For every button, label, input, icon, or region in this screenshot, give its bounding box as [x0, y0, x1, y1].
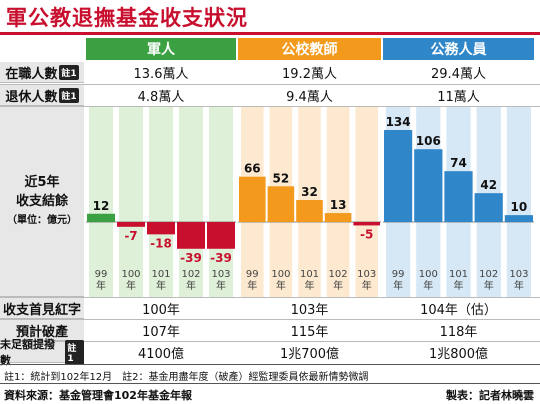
first-deficit-civil-servants: 104年（估） — [420, 303, 497, 318]
bar-slot-bg — [179, 107, 203, 297]
year-unit-label: 年 — [247, 279, 257, 292]
first-deficit-teachers: 103年 — [290, 303, 329, 318]
year-label: 100 — [121, 269, 140, 280]
year-label: 103 — [357, 269, 376, 280]
bar-slot-bg — [506, 107, 531, 297]
column-header-teachers: 公校教師 — [238, 38, 381, 60]
year-unit-label: 年 — [393, 279, 403, 292]
bankrupt-military: 107年 — [142, 325, 180, 340]
year-label: 99 — [95, 269, 108, 280]
bar-軍人-102年 — [177, 222, 205, 249]
row-label-bankrupt: 預計破產 — [0, 320, 84, 341]
year-label: 101 — [151, 269, 170, 280]
bar-公務人員-101年 — [444, 171, 473, 222]
year-unit-label: 年 — [333, 279, 343, 292]
data-label: -18 — [150, 236, 172, 250]
employed-military: 13.6萬人 — [133, 67, 189, 82]
year-unit-label: 年 — [276, 279, 286, 292]
year-unit-label: 年 — [186, 279, 196, 292]
bar-軍人-100年 — [117, 222, 145, 227]
year-label: 103 — [509, 269, 528, 280]
year-unit-label: 年 — [514, 279, 524, 292]
bar-公校教師-100年 — [267, 186, 295, 222]
unfunded-military: 4100億 — [137, 347, 185, 362]
bar-軍人-101年 — [147, 222, 175, 235]
year-label: 101 — [300, 269, 319, 280]
bar-軍人-103年 — [207, 222, 235, 249]
bar-slot-bg — [355, 107, 378, 297]
data-label: -39 — [180, 251, 202, 265]
year-label: 102 — [329, 269, 348, 280]
bar-slot-bg — [89, 107, 113, 297]
year-unit-label: 年 — [484, 279, 494, 292]
year-label: 102 — [181, 269, 200, 280]
bar-公校教師-99年 — [239, 176, 266, 222]
column-header-military: 軍人 — [86, 38, 236, 60]
row-label-employed: 在職人數 註1 — [0, 62, 84, 83]
employed-civil-servants: 29.4萬人 — [431, 67, 486, 82]
page-title: 軍公教退撫基金收支狀況 — [6, 5, 248, 30]
bar-軍人-99年 — [87, 213, 115, 222]
bankrupt-civil-servants: 118年 — [439, 325, 478, 340]
first-deficit-military: 100年 — [142, 303, 180, 318]
data-label: 42 — [480, 178, 497, 192]
data-label: -7 — [124, 229, 137, 243]
year-unit-label: 年 — [156, 279, 166, 292]
row-label-unfunded: 未足額提撥數 註1 — [0, 338, 84, 367]
bar-公校教師-103年 — [353, 222, 380, 226]
data-label: -5 — [360, 227, 373, 241]
year-unit-label: 年 — [423, 279, 433, 292]
year-label: 103 — [211, 269, 230, 280]
year-unit-label: 年 — [126, 279, 136, 292]
retired-teachers: 9.4萬人 — [286, 90, 333, 105]
year-unit-label: 年 — [96, 279, 106, 292]
year-label: 100 — [419, 269, 438, 280]
year-unit-label: 年 — [362, 279, 372, 292]
bar-slot-bg — [149, 107, 173, 297]
year-label: 99 — [392, 269, 405, 280]
employed-teachers: 19.2萬人 — [282, 67, 337, 82]
credit-note: 製表：記者林曉雲 — [446, 389, 534, 402]
bar-公務人員-102年 — [474, 193, 503, 222]
retired-military: 4.8萬人 — [137, 90, 185, 105]
bar-公務人員-103年 — [504, 215, 533, 222]
chart-row-label: 近5年 收支結餘 （單位：億元） — [0, 107, 84, 297]
balance-chart: 1299年-7100年-18101年-39102年-39103年6699年521… — [86, 107, 534, 297]
row-label-first-deficit: 收支首見紅字 — [0, 298, 84, 319]
year-unit-label: 年 — [216, 279, 226, 292]
unfunded-teachers: 1兆700億 — [279, 347, 340, 362]
bankrupt-teachers: 115年 — [290, 325, 329, 340]
year-unit-label: 年 — [305, 279, 315, 292]
bar-slot-bg — [119, 107, 143, 297]
bar-公務人員-100年 — [414, 149, 443, 222]
source-note: 資料來源：基金管理會102年基金年報 — [4, 389, 192, 402]
data-label: 13 — [330, 198, 347, 212]
year-label: 102 — [479, 269, 498, 280]
bar-公校教師-101年 — [296, 200, 323, 222]
data-label: 134 — [386, 115, 411, 129]
data-label: 52 — [273, 171, 290, 185]
year-label: 100 — [271, 269, 290, 280]
year-unit-label: 年 — [454, 279, 464, 292]
unfunded-civil-servants: 1兆800億 — [428, 347, 489, 362]
data-label: 106 — [416, 134, 441, 148]
data-label: 10 — [511, 200, 528, 214]
data-label: 12 — [93, 199, 110, 213]
bar-slot-bg — [326, 107, 350, 297]
retired-civil-servants: 11萬人 — [437, 90, 480, 105]
data-label: 74 — [450, 156, 467, 170]
data-label: 32 — [301, 185, 318, 199]
data-label: -39 — [210, 251, 232, 265]
year-label: 101 — [449, 269, 468, 280]
bar-slot-bg — [209, 107, 233, 297]
year-label: 99 — [246, 269, 259, 280]
bar-公校教師-102年 — [324, 213, 352, 222]
bar-公務人員-99年 — [384, 130, 413, 222]
row-label-retired: 退休人數 註1 — [0, 85, 84, 106]
title-rule — [0, 32, 540, 35]
data-label: 66 — [244, 162, 261, 176]
column-header-civil-servants: 公務人員 — [383, 38, 534, 60]
footnote: 註1：統計到102年12月 註2：基金用盡年度（破產）經監理委員依最新情勢微調 — [4, 372, 369, 383]
